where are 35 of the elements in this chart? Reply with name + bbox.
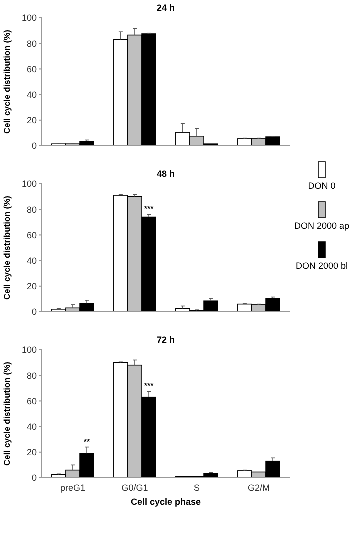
annotation: *** [144,204,155,214]
y-tick-label: 80 [26,204,37,215]
chart-title: 24 h [156,3,176,13]
x-tick-label: G2/M [248,483,270,493]
y-tick-label: 60 [26,64,37,74]
y-axis-title: Cell cycle distribution (%) [2,196,12,300]
chart-title: 72 h [156,335,176,345]
y-tick-label: 20 [26,448,37,458]
y-tick-label: 80 [26,38,37,49]
y-tick-label: 20 [26,116,37,126]
y-tick-label: 100 [22,179,37,190]
y-tick-label: 100 [22,13,37,24]
y-tick-label: 100 [22,345,37,356]
y-tick-label: 40 [26,422,37,432]
legend-label: DON 0 [308,181,336,191]
annotation: ** [84,437,92,446]
y-tick-label: 80 [26,370,37,381]
legend-label: DON 2000 ap [294,221,350,231]
x-axis-title: Cell cycle phase [130,497,202,507]
x-tick-label: S [194,483,200,493]
annotation: *** [144,382,155,391]
y-tick-label: 60 [26,396,37,406]
y-tick-label: 40 [26,256,37,266]
y-tick-label: 20 [26,282,37,292]
legend-label: DON 2000 bl [296,261,348,271]
y-tick-label: 60 [26,230,37,240]
y-tick-label: 0 [32,307,37,318]
y-axis-title: Cell cycle distribution (%) [2,30,12,134]
x-tick-label: G0/G1 [122,483,148,493]
y-tick-label: 0 [32,141,37,152]
x-tick-label: preG1 [60,483,86,493]
chart-title: 48 h [156,169,176,179]
y-axis-title: Cell cycle distribution (%) [2,362,12,466]
y-tick-label: 0 [32,473,37,484]
y-tick-label: 40 [26,90,37,100]
